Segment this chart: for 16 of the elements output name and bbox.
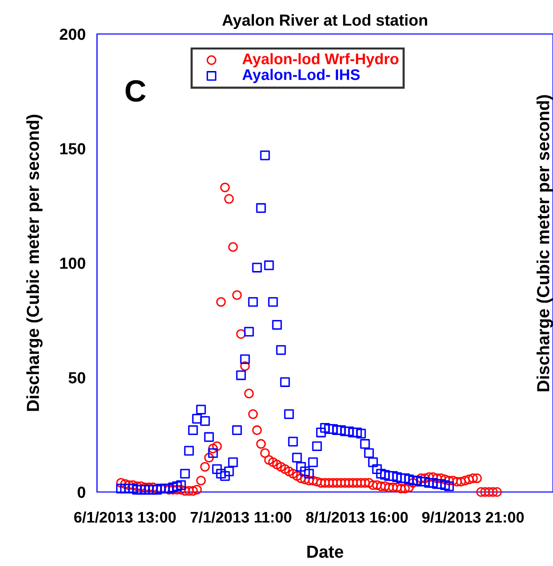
y-tick-label: 150 — [60, 143, 86, 154]
x-tick-label: 7/1/2013 11:00 — [190, 511, 292, 523]
legend-label: Ayalon-Lod- IHS — [242, 68, 360, 84]
chart-title: Ayalon River at Lod station — [222, 14, 428, 29]
x-tick-label: 6/1/2013 13:00 — [74, 511, 176, 523]
y-tick-label: 50 — [68, 372, 86, 384]
x-tick-label: 8/1/2013 16:00 — [306, 511, 408, 523]
y-tick-label: 0 — [78, 486, 86, 498]
annotation: C — [126, 80, 146, 102]
legend-label: Ayalon-lod Wrf-Hydro — [242, 53, 398, 68]
y-tick-label: 100 — [60, 258, 86, 269]
y-axis-title: Discharge (Cubic meter per second) — [26, 114, 43, 411]
text: Discharge (Cubic meter per second) — [536, 95, 553, 392]
x-tick-label: 9/1/2013 21:00 — [422, 511, 524, 523]
y-tick-label: 200 — [60, 28, 86, 40]
x-axis-title: Date — [307, 546, 344, 558]
